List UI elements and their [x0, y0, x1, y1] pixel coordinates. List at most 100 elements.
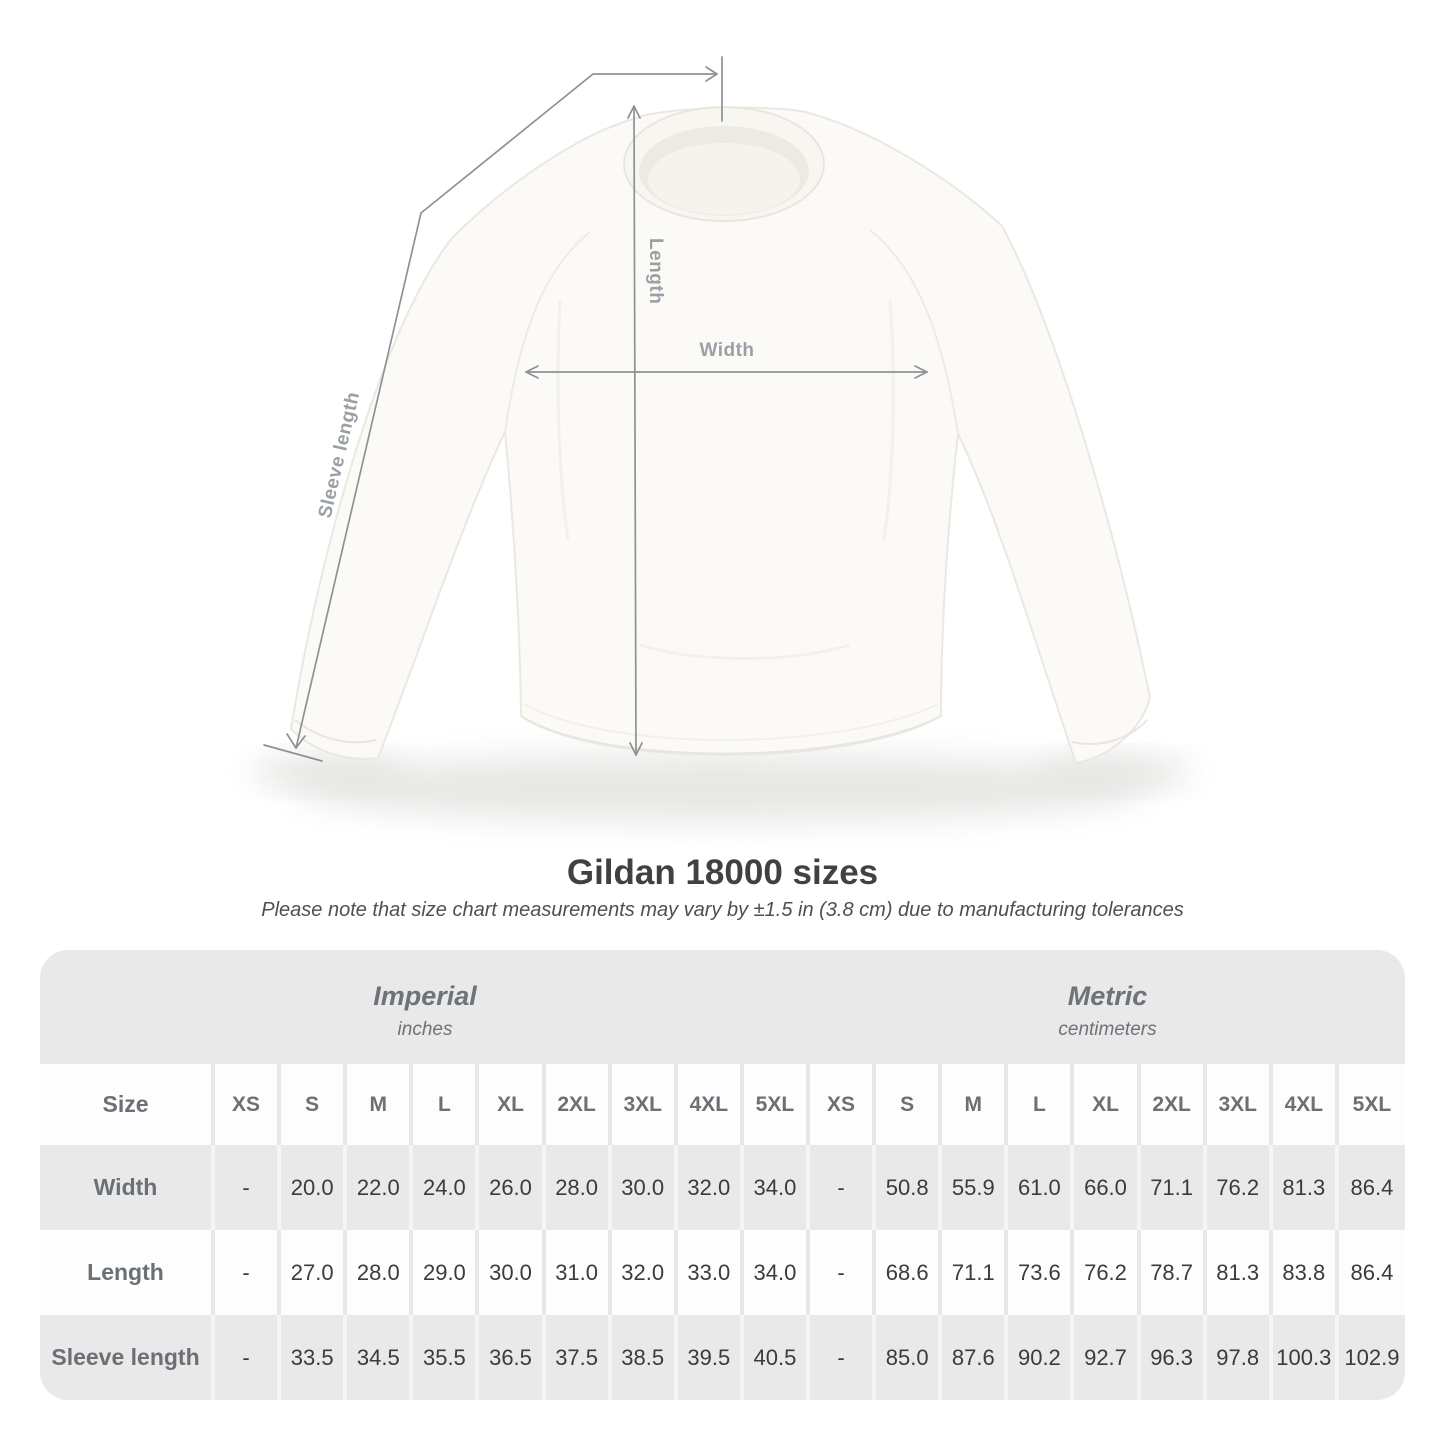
imperial-unit-header: Imperial inches	[40, 950, 810, 1064]
table-value: 30.0	[479, 1230, 546, 1315]
product-diagram: Length Width Sleeve length	[250, 56, 1192, 822]
table-value: 29.0	[413, 1230, 480, 1315]
table-value: 34.5	[347, 1315, 414, 1400]
size-column-header: 3XL	[1207, 1064, 1273, 1145]
table-value: 83.8	[1273, 1230, 1339, 1315]
size-column-header: M	[942, 1064, 1009, 1145]
row-label: Length	[40, 1230, 215, 1315]
table-value: 35.5	[413, 1315, 480, 1400]
size-column-header: L	[413, 1064, 480, 1145]
table-row-sleeve-length: Sleeve length - 33.5 34.5 35.5 36.5 37.5…	[40, 1315, 1405, 1400]
length-arrow	[627, 105, 643, 756]
size-column-header: XL	[479, 1064, 546, 1145]
size-column-header: S	[281, 1064, 348, 1145]
size-column-header: 5XL	[744, 1064, 810, 1145]
table-value: 30.0	[612, 1145, 678, 1230]
size-column-header: 2XL	[546, 1064, 612, 1145]
table-value: -	[215, 1315, 282, 1400]
table-value: 38.5	[612, 1315, 678, 1400]
table-value: 39.5	[678, 1315, 744, 1400]
table-value: -	[810, 1230, 877, 1315]
table-row-width: Width - 20.0 22.0 24.0 26.0 28.0 30.0 32…	[40, 1145, 1405, 1230]
table-value: 66.0	[1074, 1145, 1141, 1230]
table-value: 22.0	[347, 1145, 414, 1230]
size-column-header: 3XL	[612, 1064, 678, 1145]
table-value: 24.0	[413, 1145, 480, 1230]
table-value: -	[810, 1145, 877, 1230]
width-dimension-label: Width	[699, 340, 755, 361]
table-value: 73.6	[1008, 1230, 1075, 1315]
size-column-label: Size	[40, 1064, 215, 1145]
length-dimension-label: Length	[645, 238, 666, 305]
table-value: -	[810, 1315, 877, 1400]
table-value: 37.5	[546, 1315, 612, 1400]
metric-label: Metric	[1067, 981, 1148, 1011]
unit-header-band: Imperial inches Metric centimeters	[40, 950, 1405, 1064]
table-value: 36.5	[479, 1315, 546, 1400]
table-value: 27.0	[281, 1230, 348, 1315]
sleeve-length-arrow	[263, 56, 723, 762]
table-value: 100.3	[1273, 1315, 1339, 1400]
metric-unit-header: Metric centimeters	[810, 950, 1405, 1064]
table-value: 97.8	[1207, 1315, 1273, 1400]
table-value: 85.0	[876, 1315, 943, 1400]
tolerance-note: Please note that size chart measurements…	[261, 899, 1184, 921]
table-value: 33.5	[281, 1315, 348, 1400]
table-value: 90.2	[1008, 1315, 1075, 1400]
size-column-header: 5XL	[1352, 1092, 1392, 1116]
imperial-label: Imperial	[373, 981, 477, 1011]
imperial-unit: inches	[397, 1019, 453, 1040]
table-value: 81.3	[1273, 1145, 1339, 1230]
table-value: 34.0	[744, 1230, 810, 1315]
table-value: 20.0	[281, 1145, 348, 1230]
table-value: 78.7	[1141, 1230, 1207, 1315]
table-value: 33.0	[678, 1230, 744, 1315]
table-value: 34.0	[744, 1145, 810, 1230]
table-value: 71.1	[1141, 1145, 1207, 1230]
row-label: Sleeve length	[40, 1315, 215, 1400]
width-arrow	[525, 365, 928, 379]
size-column-header: L	[1008, 1064, 1075, 1145]
size-column-header: S	[876, 1064, 943, 1145]
table-value: 55.9	[942, 1145, 1009, 1230]
table-value: 87.6	[942, 1315, 1009, 1400]
table-value: 32.0	[612, 1230, 678, 1315]
table-value: 76.2	[1207, 1145, 1273, 1230]
table-value: 86.4	[1350, 1259, 1394, 1285]
table-value: 76.2	[1074, 1230, 1141, 1315]
garment-shadow	[250, 754, 1192, 822]
size-column-header: 2XL	[1141, 1064, 1207, 1145]
table-value: 86.4	[1350, 1174, 1394, 1200]
table-row-length: Length - 27.0 28.0 29.0 30.0 31.0 32.0 3…	[40, 1230, 1405, 1315]
table-value: 50.8	[876, 1145, 943, 1230]
table-value: 26.0	[479, 1145, 546, 1230]
size-header-row: Size XS S M L XL 2XL 3XL 4XL 5XL XS S M …	[40, 1064, 1405, 1145]
table-value: 28.0	[546, 1145, 612, 1230]
size-column-header: XS	[810, 1064, 877, 1145]
sweatshirt-shape	[289, 106, 1152, 765]
table-value: 81.3	[1207, 1230, 1273, 1315]
table-value: 61.0	[1008, 1145, 1075, 1230]
table-value: 32.0	[678, 1145, 744, 1230]
table-value: -	[215, 1145, 282, 1230]
row-label: Width	[40, 1145, 215, 1230]
page-title: Gildan 18000 sizes	[566, 853, 879, 892]
sweatshirt-illustration	[250, 56, 1192, 822]
table-value: 40.5	[744, 1315, 810, 1400]
table-value: 92.7	[1074, 1315, 1141, 1400]
size-column-header: M	[347, 1064, 414, 1145]
table-value: 28.0	[347, 1230, 414, 1315]
size-column-header: 4XL	[678, 1064, 744, 1145]
metric-unit: centimeters	[1058, 1019, 1157, 1040]
table-value: -	[215, 1230, 282, 1315]
table-value: 31.0	[546, 1230, 612, 1315]
size-column-header: 4XL	[1273, 1064, 1339, 1145]
table-value: 71.1	[942, 1230, 1009, 1315]
table-value: 68.6	[876, 1230, 943, 1315]
size-table: Imperial inches Metric centimeters Size …	[40, 950, 1405, 1400]
size-column-header: XS	[215, 1064, 282, 1145]
size-column-header: XL	[1074, 1064, 1141, 1145]
table-value: 96.3	[1141, 1315, 1207, 1400]
table-value: 102.9	[1344, 1344, 1400, 1370]
